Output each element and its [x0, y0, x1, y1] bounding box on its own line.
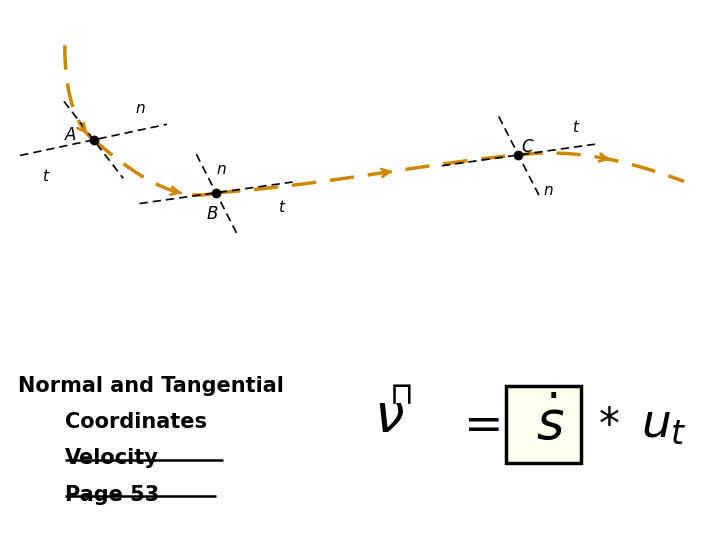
Text: $*$: $*$: [598, 403, 619, 446]
Text: t: t: [572, 120, 577, 135]
Text: $u_t$: $u_t$: [641, 402, 687, 447]
Text: $\dot{s}$: $\dot{s}$: [536, 399, 564, 450]
Text: n: n: [135, 102, 145, 116]
Text: Normal and Tangential: Normal and Tangential: [18, 376, 284, 396]
Text: n: n: [544, 184, 554, 198]
Text: C: C: [521, 138, 533, 156]
Text: t: t: [278, 200, 284, 215]
Text: Velocity: Velocity: [65, 448, 158, 468]
Text: t: t: [42, 170, 48, 184]
Text: B: B: [207, 205, 218, 222]
FancyBboxPatch shape: [505, 387, 582, 462]
Text: $=$: $=$: [454, 402, 500, 447]
Text: $\nu$: $\nu$: [374, 393, 405, 443]
Text: Coordinates: Coordinates: [65, 412, 207, 432]
Text: A: A: [65, 126, 76, 144]
Text: n: n: [217, 162, 227, 177]
Text: Page 53: Page 53: [65, 485, 159, 505]
Text: $\sqcap$: $\sqcap$: [389, 381, 411, 410]
